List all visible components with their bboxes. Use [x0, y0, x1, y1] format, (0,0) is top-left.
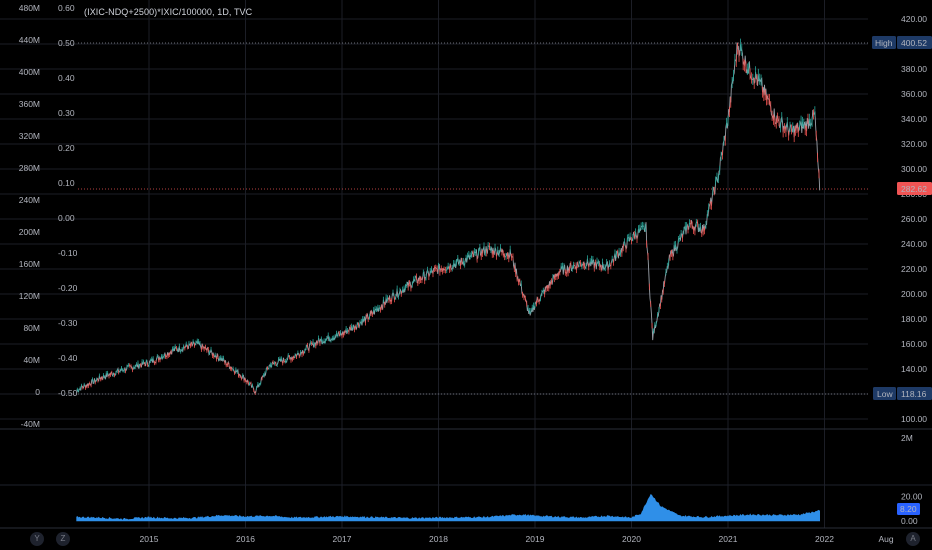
- volume-tick-label: 360M: [19, 99, 40, 109]
- lower-pane-axis: 2M 20.00 0.00: [901, 433, 923, 526]
- volume-tick-label: 280M: [19, 163, 40, 173]
- grid-lines: [0, 0, 868, 528]
- price-tick-label: 420.00: [901, 14, 927, 24]
- price-tick-label: 320.00: [901, 139, 927, 149]
- lower-top-tick: 2M: [901, 433, 913, 443]
- volume-tick-label: 120M: [19, 291, 40, 301]
- high-value: 400.52: [901, 38, 927, 48]
- time-tick-label: 2019: [526, 534, 545, 544]
- volume-tick-label: 480M: [19, 3, 40, 13]
- price-series: [76, 38, 821, 395]
- time-tick-label: 2022: [815, 534, 834, 544]
- volume-series: [76, 494, 820, 522]
- price-tick-label: 340.00: [901, 114, 927, 124]
- lower-tick-label: 0.00: [901, 516, 918, 526]
- time-tick-label: 2018: [429, 534, 448, 544]
- last-price-value: 282.62: [901, 184, 927, 194]
- volume-area: [76, 494, 820, 522]
- volume-tick-label: 200M: [19, 227, 40, 237]
- time-tick-label: 2015: [140, 534, 159, 544]
- price-tick-label: 200.00: [901, 289, 927, 299]
- price-tick-label: 100.00: [901, 414, 927, 424]
- high-tag: High 400.52: [872, 36, 932, 49]
- ratio-tick-label: 0.20: [58, 143, 75, 153]
- ratio-tick-label: -0.40: [58, 353, 78, 363]
- low-label: Low: [877, 389, 893, 399]
- ratio-tick-label: -0.10: [58, 248, 78, 258]
- volume-last-tag: 8.20: [897, 503, 920, 515]
- ratio-tick-label: 0.10: [58, 178, 75, 188]
- price-tick-label: 180.00: [901, 314, 927, 324]
- ratio-tick-label: 0.00: [58, 213, 75, 223]
- volume-tick-label: -40M: [21, 419, 40, 429]
- price-tick-label: 380.00: [901, 64, 927, 74]
- price-tick-label: 240.00: [901, 239, 927, 249]
- volume-tick-label: 240M: [19, 195, 40, 205]
- price-tick-label: 260.00: [901, 214, 927, 224]
- ratio-tick-label: 0.60: [58, 3, 75, 13]
- right-price-axis: 420.00400.00380.00360.00340.00320.00300.…: [901, 14, 927, 424]
- chart-title: (IXIC-NDQ+2500)*IXIC/100000, 1D, TVC: [84, 7, 253, 17]
- left-volume-axis: 480M 440M 400M 360M 320M 280M 240M 200M 160M 120M…: [19, 3, 41, 429]
- ratio-tick-label: 0.50: [58, 38, 75, 48]
- time-tick-label: 2017: [333, 534, 352, 544]
- low-value: 118.16: [901, 389, 927, 399]
- time-tick-label: 2021: [719, 534, 738, 544]
- ratio-tick-label: 0.40: [58, 73, 75, 83]
- time-tick-label: 2016: [236, 534, 255, 544]
- time-tick-label: 2020: [622, 534, 641, 544]
- price-tick-label: 160.00: [901, 339, 927, 349]
- zoom-button[interactable]: Z: [56, 532, 70, 546]
- log-scale-button[interactable]: Y: [30, 532, 44, 546]
- time-axis: 2015 2016 2017 2018 2019 2020 2021 2022 Aug: [140, 534, 894, 544]
- auto-scale-button[interactable]: A: [906, 532, 920, 546]
- left-ratio-axis: 0.60 0.50 0.40 0.30 0.20 0.10 0.00 -0.10 -0.20 -0…: [58, 3, 78, 398]
- time-tick-label: Aug: [878, 534, 893, 544]
- volume-tick-label: 0: [35, 387, 40, 397]
- volume-tick-label: 440M: [19, 35, 40, 45]
- ratio-tick-label: 0.30: [58, 108, 75, 118]
- high-label: High: [875, 38, 893, 48]
- ratio-tick-label: -0.20: [58, 283, 78, 293]
- volume-tick-label: 400M: [19, 67, 40, 77]
- ratio-tick-label: -0.30: [58, 318, 78, 328]
- price-tick-label: 140.00: [901, 364, 927, 374]
- price-tick-label: 220.00: [901, 264, 927, 274]
- volume-tick-label: 160M: [19, 259, 40, 269]
- last-price-tag: 282.62: [897, 182, 932, 195]
- ratio-tick-label: -0.50: [58, 388, 78, 398]
- price-line: [76, 42, 821, 394]
- price-tick-label: 360.00: [901, 89, 927, 99]
- volume-tick-label: 40M: [23, 355, 40, 365]
- low-tag: Low 118.16: [873, 387, 932, 400]
- volume-tick-label: 320M: [19, 131, 40, 141]
- price-tick-label: 300.00: [901, 164, 927, 174]
- volume-last-value: 8.20: [900, 504, 917, 514]
- volume-tick-label: 80M: [23, 323, 40, 333]
- lower-tick-label: 20.00: [901, 491, 923, 501]
